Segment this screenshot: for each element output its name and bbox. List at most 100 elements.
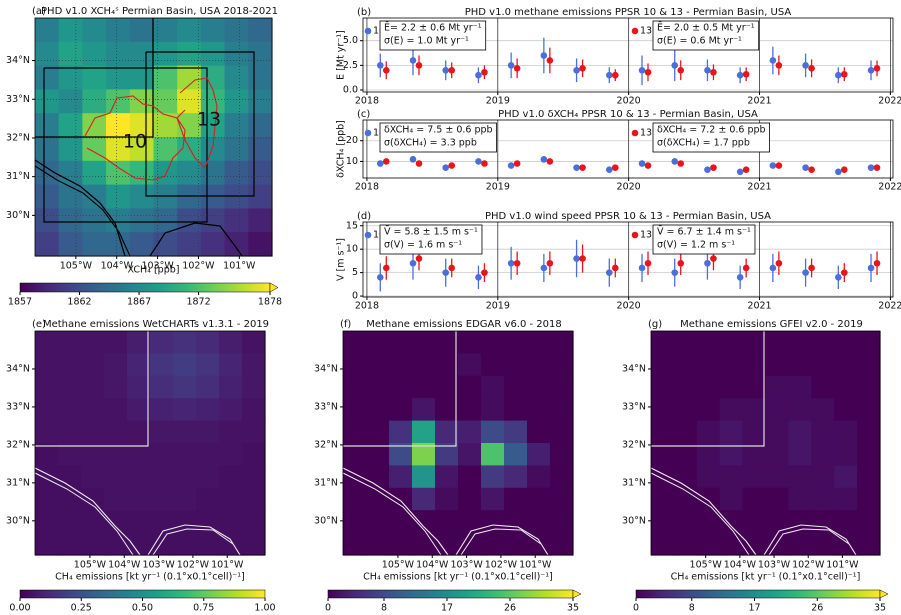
x-tick-label: 104°W: [416, 560, 449, 571]
heat-cell: [834, 510, 858, 534]
heat-cell: [343, 398, 367, 422]
data-point: [448, 162, 456, 169]
heat-cell: [196, 532, 220, 556]
heat-cell: [673, 487, 698, 511]
colorbar: [327, 589, 574, 599]
heat-cell: [81, 443, 105, 466]
data-point: [742, 70, 750, 78]
heat-cell: [177, 208, 202, 233]
colorbar: [19, 282, 271, 293]
heat-cell: [58, 113, 83, 138]
heat-cell: [224, 160, 249, 186]
heat-cell: [81, 532, 105, 556]
annotation-box: [379, 224, 483, 255]
heat-cell: [35, 41, 60, 67]
heat-cell: [81, 510, 105, 534]
heat-cell: [127, 398, 151, 422]
colorbar-tick-label: 1878: [258, 297, 282, 308]
heat-cell: [696, 353, 721, 377]
heat-cell: [104, 420, 128, 444]
heat-cell: [35, 184, 60, 209]
heat-cell: [481, 532, 505, 556]
heat-cell: [765, 465, 789, 489]
heat-cell: [788, 398, 812, 422]
annotation-text: σ(V) = 1.6 m s⁻¹: [384, 240, 462, 251]
heat-cell: [224, 137, 249, 162]
heat-cell: [35, 398, 59, 422]
data-point: [769, 162, 777, 169]
data-point: [802, 269, 809, 276]
x-tick-label: 101°W: [826, 560, 859, 571]
heat-cell: [788, 532, 812, 556]
heat-cell: [104, 353, 128, 377]
heat-cell: [765, 443, 789, 466]
x-tick-label: 105°W: [382, 560, 415, 571]
heat-cell: [104, 465, 128, 489]
data-point: [442, 66, 450, 74]
colorbar-tick-label: 26: [504, 603, 516, 614]
heat-cell: [82, 232, 107, 257]
heat-cell: [127, 420, 151, 444]
heat-cell: [742, 487, 767, 511]
heat-cell: [343, 353, 367, 377]
data-point: [671, 269, 679, 276]
heat-cell: [150, 375, 174, 399]
heat-cell: [788, 510, 812, 534]
heat-cell: [435, 510, 459, 534]
map-outline: [152, 528, 234, 556]
heat-cell: [834, 487, 858, 511]
heat-cell: [504, 331, 528, 354]
heat-cell: [481, 353, 505, 377]
data-point: [546, 57, 554, 64]
heat-cell: [82, 89, 107, 114]
heat-cell: [242, 398, 266, 422]
heat-cell: [435, 420, 459, 444]
x-tick-label: 2020: [617, 182, 641, 193]
heat-cell: [834, 398, 858, 422]
heat-cell: [412, 443, 436, 466]
heat-cell: [719, 375, 744, 399]
panel-label: (g): [648, 319, 662, 330]
heat-cell: [200, 184, 226, 209]
data-point: [867, 164, 875, 171]
heat-cell: [504, 398, 528, 422]
heat-cell: [412, 510, 436, 534]
heat-cell: [742, 465, 767, 489]
heat-cell: [58, 353, 82, 377]
heat-cell: [106, 18, 131, 43]
heat-cell: [58, 487, 82, 511]
colorbar-extend: [269, 282, 279, 293]
heat-cell: [173, 465, 197, 489]
heat-cell: [765, 353, 789, 377]
heat-cell: [127, 375, 151, 399]
data-point: [638, 264, 646, 272]
heat-cell: [248, 160, 273, 186]
heat-cell: [857, 443, 881, 466]
heat-cell: [242, 443, 266, 466]
heat-cell: [224, 18, 249, 43]
data-point: [409, 259, 417, 267]
heat-cell: [458, 420, 482, 444]
y-tick-label: 34°N: [622, 363, 646, 374]
heat-cell: [127, 510, 151, 534]
heat-cell: [173, 375, 197, 399]
heat-cell: [673, 398, 698, 422]
heat-cell: [458, 532, 482, 556]
heat-cell: [177, 232, 202, 257]
plot-frame: [362, 119, 894, 179]
heat-cell: [104, 331, 128, 354]
data-point: [704, 259, 711, 267]
heat-cell: [504, 420, 528, 444]
heat-cell: [788, 443, 812, 466]
annotation-text: σ(δXCH₄) = 1.7 ppb: [657, 138, 750, 149]
heat-cell: [82, 137, 107, 162]
heat-cell: [366, 420, 390, 444]
region-label: 10: [123, 131, 147, 153]
y-tick-label: 30°N: [6, 210, 30, 221]
y-tick-label: 31°N: [622, 477, 646, 488]
heat-cell: [343, 465, 367, 489]
heat-cell: [527, 465, 551, 489]
heat-cell: [834, 465, 858, 489]
data-point: [540, 52, 548, 59]
annotation-box: [652, 122, 770, 153]
